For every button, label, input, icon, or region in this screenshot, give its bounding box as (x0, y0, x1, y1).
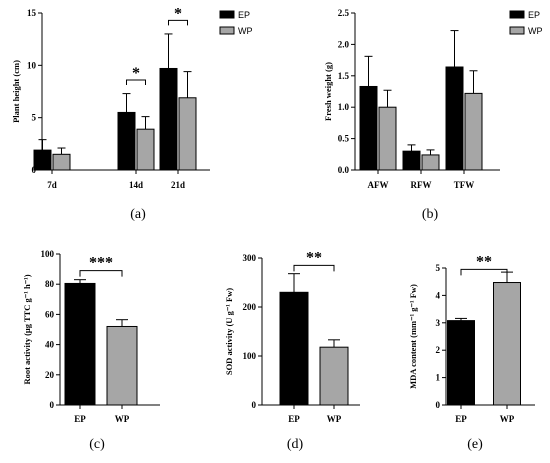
bar-wp (136, 128, 155, 171)
legend-swatch-ep (219, 10, 235, 19)
y-tick-label: 0 (436, 400, 441, 410)
legend-swatch-ep (509, 10, 525, 19)
bar-wp (178, 97, 197, 171)
panel-label: (d) (287, 437, 304, 452)
significance-bracket (126, 79, 146, 85)
significance-bracket (293, 264, 335, 272)
y-tick-label: 2.0 (338, 39, 350, 49)
significance-label: * (174, 5, 182, 22)
bar-ep (33, 149, 52, 171)
x-tick-label: 7d (47, 180, 57, 190)
y-tick-label: 60 (45, 309, 55, 319)
significance-bracket (79, 270, 123, 277)
y-tick-label: 4 (436, 290, 441, 300)
bar-wp (52, 153, 71, 171)
legend-swatch-wp (219, 26, 235, 35)
y-tick-label: 0.5 (338, 134, 350, 144)
bar-wp (319, 346, 349, 406)
bar-wp (106, 325, 138, 406)
significance-label: *** (89, 255, 113, 272)
x-tick-label: AFW (368, 180, 389, 190)
y-tick-label: 80 (45, 279, 55, 289)
bar-wp (464, 92, 483, 171)
x-tick-label: 14d (129, 180, 143, 190)
bar-wp (493, 282, 521, 406)
y-tick-label: 1.0 (338, 102, 350, 112)
chart-panel-d: 0 100 200 300 SOD activity (U g⁻¹ Fw) EP WP ** (… (224, 249, 360, 452)
legend-label-wp: WP (528, 26, 543, 36)
legend-label-wp: WP (238, 26, 253, 36)
panel-label: (e) (467, 437, 483, 452)
y-tick-label: 10 (27, 60, 37, 70)
y-tick-label: 0 (252, 400, 257, 410)
legend-label-ep: EP (528, 10, 540, 20)
bar-ep (359, 85, 378, 171)
y-tick-label: 0 (50, 400, 55, 410)
y-tick-label: 20 (45, 370, 55, 380)
bar-ep (402, 150, 421, 171)
bar-ep (64, 282, 96, 406)
significance-label: * (132, 65, 140, 82)
bar-ep (447, 320, 475, 406)
significance-label: ** (306, 249, 322, 266)
x-tick-label: TFW (454, 180, 475, 190)
y-tick-label: 1.5 (338, 71, 350, 81)
bar-ep (117, 111, 136, 171)
y-tick-label: 200 (243, 302, 257, 312)
x-tick-label: WP (500, 414, 515, 424)
y-tick-label: 5 (32, 113, 37, 123)
legend-label-ep: EP (238, 10, 250, 20)
y-tick-label: 0.0 (338, 165, 350, 175)
bar-ep (159, 67, 178, 171)
y-tick-label: 2 (436, 345, 441, 355)
chart-panel-c: 0 20 40 60 80 100 Root activity (μg TTC g⁻¹ h⁻… (22, 249, 160, 452)
y-axis-label: SOD activity (U g⁻¹ Fw) (224, 288, 234, 375)
significance-bracket (168, 19, 188, 26)
y-axis-label: Root activity (μg TTC g⁻¹ h⁻¹) (22, 274, 32, 384)
y-axis-label: MDA content (mm⁻¹ g⁻¹ Fw) (408, 284, 418, 389)
legend-swatch-wp (509, 26, 525, 35)
significance-label: ** (476, 253, 492, 270)
x-tick-label: WP (327, 414, 342, 424)
y-tick-label: 100 (41, 249, 55, 259)
bar-wp (421, 154, 440, 171)
panel-label: (b) (422, 207, 439, 222)
x-tick-label: EP (455, 414, 467, 424)
chart-panel-b: 0.0 0.5 1.0 1.5 2.0 2.5 Fresh weight (g) AFW RFW… (323, 8, 543, 222)
x-tick-label: EP (288, 414, 300, 424)
x-tick-label: 21d (171, 180, 185, 190)
significance-bracket (460, 268, 508, 276)
y-tick-label: 1 (436, 373, 441, 383)
y-tick-label: 3 (436, 318, 441, 328)
x-tick-label: RFW (411, 180, 432, 190)
y-axis-label: Fresh weight (g) (323, 62, 333, 121)
y-axis-label: Plant height (cm) (11, 60, 21, 123)
x-tick-label: WP (115, 414, 130, 424)
chart-panel-e: 0 1 2 3 4 5 MDA content (mm⁻¹ g⁻¹ Fw) EP WP ** (e) (408, 253, 535, 452)
bar-ep (445, 66, 464, 171)
y-tick-label: 15 (27, 8, 37, 18)
y-tick-label: 300 (243, 253, 257, 263)
panel-label: (c) (89, 437, 105, 452)
x-tick-label: EP (74, 414, 86, 424)
bar-ep (279, 291, 309, 406)
y-tick-label: 100 (243, 351, 257, 361)
y-tick-label: 2.5 (338, 8, 350, 18)
y-tick-label: 5 (436, 263, 441, 273)
bar-wp (378, 106, 397, 171)
panel-label: (a) (130, 207, 146, 222)
y-tick-label: 40 (45, 340, 55, 350)
